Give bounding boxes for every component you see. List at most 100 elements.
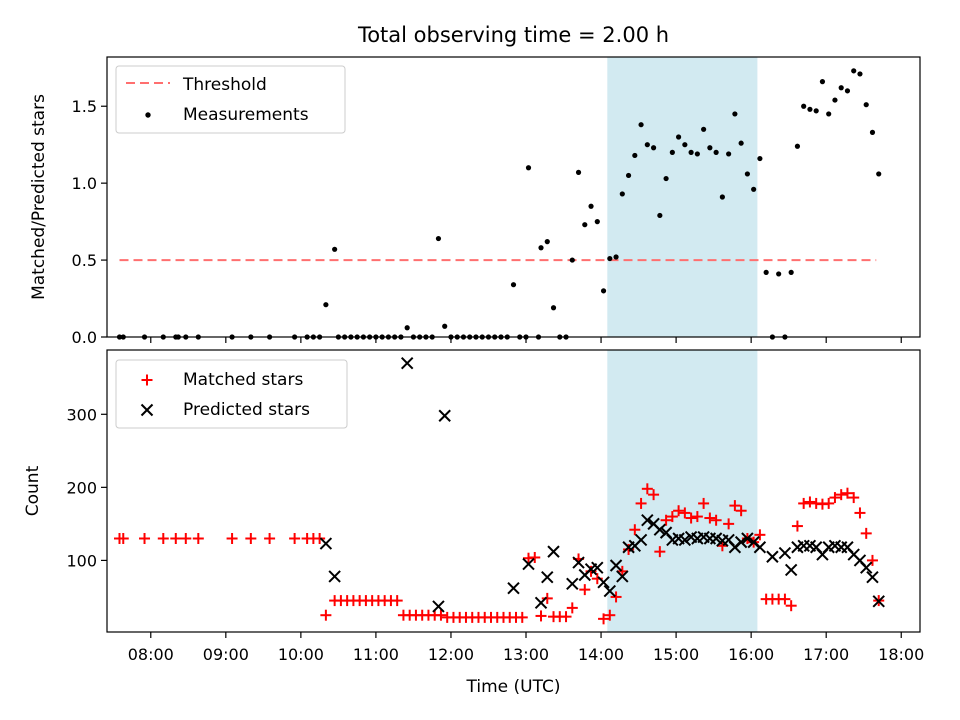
measurement-point: [588, 203, 594, 209]
measurement-point: [442, 323, 448, 329]
legend-predicted-label: Predicted stars: [183, 400, 310, 420]
measurement-point: [582, 222, 588, 228]
matched-star-point: [391, 595, 403, 607]
measurement-point: [644, 142, 650, 148]
matched-star-point: [180, 532, 192, 544]
measurement-point: [738, 140, 744, 146]
matched-star-point: [691, 511, 703, 523]
predicted-star-point: [753, 541, 767, 554]
x-tick-label: 16:00: [728, 645, 774, 664]
predicted-star-point: [866, 571, 879, 584]
measurement-point: [869, 129, 876, 135]
predicted-stars-series: [319, 356, 885, 613]
measurement-point: [857, 71, 863, 77]
ratio-panel: 0.0 0.5 1.0 1.5 Matched/Predicted stars Thr…: [29, 56, 921, 347]
matched-star-point: [579, 584, 591, 596]
legend-threshold-label: Threshold: [182, 75, 267, 95]
x-tick-label: 17:00: [803, 645, 849, 664]
matched-star-point: [289, 532, 301, 544]
measurement-point: [594, 219, 600, 225]
predicted-star-point: [432, 600, 445, 613]
measurement-point: [619, 191, 625, 197]
matched-star-point: [641, 483, 653, 495]
measurement-point: [838, 85, 844, 91]
measurement-point: [332, 246, 338, 252]
ratio-x-axis-ticks: [150, 337, 902, 343]
predicted-star-point: [653, 523, 667, 536]
predicted-star-point: [766, 550, 779, 563]
measurement-point: [600, 288, 607, 294]
matched-star-point: [264, 532, 276, 544]
x-tick-label: 11:00: [353, 645, 399, 664]
predicted-star-point: [507, 581, 520, 595]
measurement-point: [707, 145, 713, 151]
legend-plus-marker: [141, 374, 153, 386]
matched-star-point: [648, 489, 660, 501]
measurement-point: [844, 88, 851, 94]
matched-star-point: [604, 609, 616, 621]
ratio-panel-frame: [106, 56, 921, 338]
matched-star-point: [610, 591, 622, 603]
matched-star-point: [516, 611, 528, 623]
measurement-point: [732, 111, 738, 117]
ratio-legend: Threshold Measurements: [115, 65, 346, 134]
y-tick-label: 0.0: [72, 328, 97, 347]
count-legend: Matched stars Predicted stars: [115, 359, 348, 429]
measurement-point: [510, 282, 517, 288]
matched-star-point: [616, 565, 628, 577]
matched-star-point: [823, 497, 835, 509]
ratio-legend-box: [115, 65, 346, 134]
x-tick-label: 15:00: [653, 645, 699, 664]
predicted-star-point: [778, 546, 792, 560]
measurement-point: [801, 103, 807, 109]
matched-star-point: [829, 492, 841, 504]
matched-star-point: [735, 505, 747, 517]
time-x-axis-label: Time (UTC): [466, 677, 561, 697]
matched-star-point: [854, 507, 866, 519]
matched-star-point: [685, 512, 697, 524]
matched-star-point: [566, 602, 578, 614]
measurement-point: [538, 245, 544, 251]
measurement-point: [694, 151, 700, 157]
predicted-star-point: [522, 557, 535, 571]
matched-star-point: [245, 532, 257, 544]
count-legend-box: [115, 359, 348, 429]
matched-star-point: [598, 613, 610, 625]
measurement-point: [435, 235, 442, 242]
matched-star-point: [729, 500, 741, 512]
matched-star-point: [698, 497, 710, 509]
matched-star-point: [654, 546, 666, 558]
time-x-axis: 08:00 09:00 10:00 11:00 12:00 13:00 14:00 15:00…: [128, 632, 924, 664]
ratio-y-axis: 0.0 0.5 1.0 1.5: [72, 97, 107, 347]
matched-star-point: [629, 524, 641, 536]
predicted-star-point: [872, 595, 885, 608]
matched-star-point: [635, 497, 647, 509]
predicted-star-point: [319, 537, 333, 550]
measurement-point: [863, 102, 869, 108]
matched-star-point: [841, 487, 853, 499]
predicted-star-point: [534, 596, 548, 609]
predicted-star-point: [734, 535, 748, 549]
predicted-star-point: [438, 409, 451, 422]
x-tick-label: 10:00: [278, 645, 324, 664]
matched-star-point: [754, 529, 766, 541]
matched-star-point: [791, 520, 803, 532]
matched-star-point: [860, 527, 872, 539]
measurement-point: [751, 186, 757, 192]
matched-star-point: [679, 507, 691, 519]
matched-star-point: [848, 492, 860, 504]
observing-window-shade: [607, 350, 758, 632]
measurement-point: [757, 155, 763, 162]
predicted-star-point: [609, 559, 623, 572]
measurement-point: [575, 169, 582, 175]
measurement-point: [404, 325, 410, 331]
legend-x-marker: [140, 403, 154, 417]
predicted-star-point: [741, 532, 754, 545]
predicted-star-point: [678, 533, 692, 547]
matched-star-point: [666, 511, 678, 523]
predicted-star-point: [597, 576, 610, 589]
x-tick-label: 09:00: [203, 645, 249, 664]
y-tick-label: 1.0: [72, 174, 97, 193]
y-tick-label: 1.5: [72, 97, 97, 116]
predicted-star-point: [572, 556, 585, 569]
